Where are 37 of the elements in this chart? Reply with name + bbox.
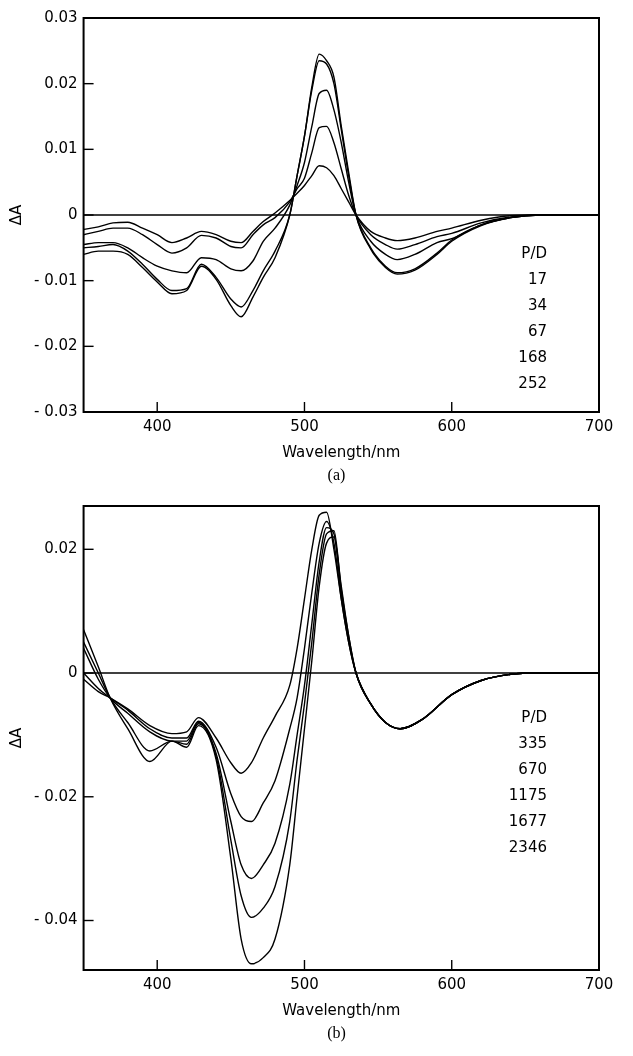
annotation: 17 [527,269,547,288]
annotation: 1175 [508,785,547,804]
y-tick-label: 0 [68,662,78,681]
x-tick-label: 500 [290,416,319,435]
x-tick-label: 400 [142,974,172,993]
annotation: 335 [518,733,547,752]
x-tick-label: 600 [437,416,467,435]
y-tick-label: 0.01 [44,139,78,158]
x-tick-label: 700 [584,416,614,435]
x-tick-label: 500 [290,974,319,993]
x-tick-label: 400 [142,416,172,435]
text: (b) [326,1024,347,1044]
annotation: P/D [521,707,547,726]
annotation: 67 [527,321,547,340]
x-tick-label: 600 [437,974,467,993]
x-axis-title: Wavelength/nm [282,442,401,461]
y-axis-title: ΔA [6,727,25,749]
x-tick-label: 700 [584,974,614,993]
y-tick-label: - 0.03 [33,401,78,420]
annotation: 2346 [508,837,547,856]
annotation: 1677 [508,811,547,830]
y-tick-label: - 0.02 [33,786,78,805]
y-axis-title: ΔA [6,204,25,226]
y-tick-label: 0.02 [44,73,78,92]
y-tick-label: 0 [68,204,78,223]
y-tick-label: 0.02 [44,539,78,558]
annotation: 670 [518,759,547,778]
y-tick-label: - 0.04 [33,910,78,929]
annotation: 168 [518,347,547,366]
text: (a) [326,466,347,486]
y-tick-label: 0.03 [44,7,78,26]
y-tick-label: - 0.01 [33,270,78,289]
x-axis-title: Wavelength/nm [282,1000,401,1019]
y-tick-label: - 0.02 [33,336,78,355]
annotation: 34 [527,295,547,314]
annotation: 252 [518,373,547,392]
annotation: P/D [521,243,547,262]
